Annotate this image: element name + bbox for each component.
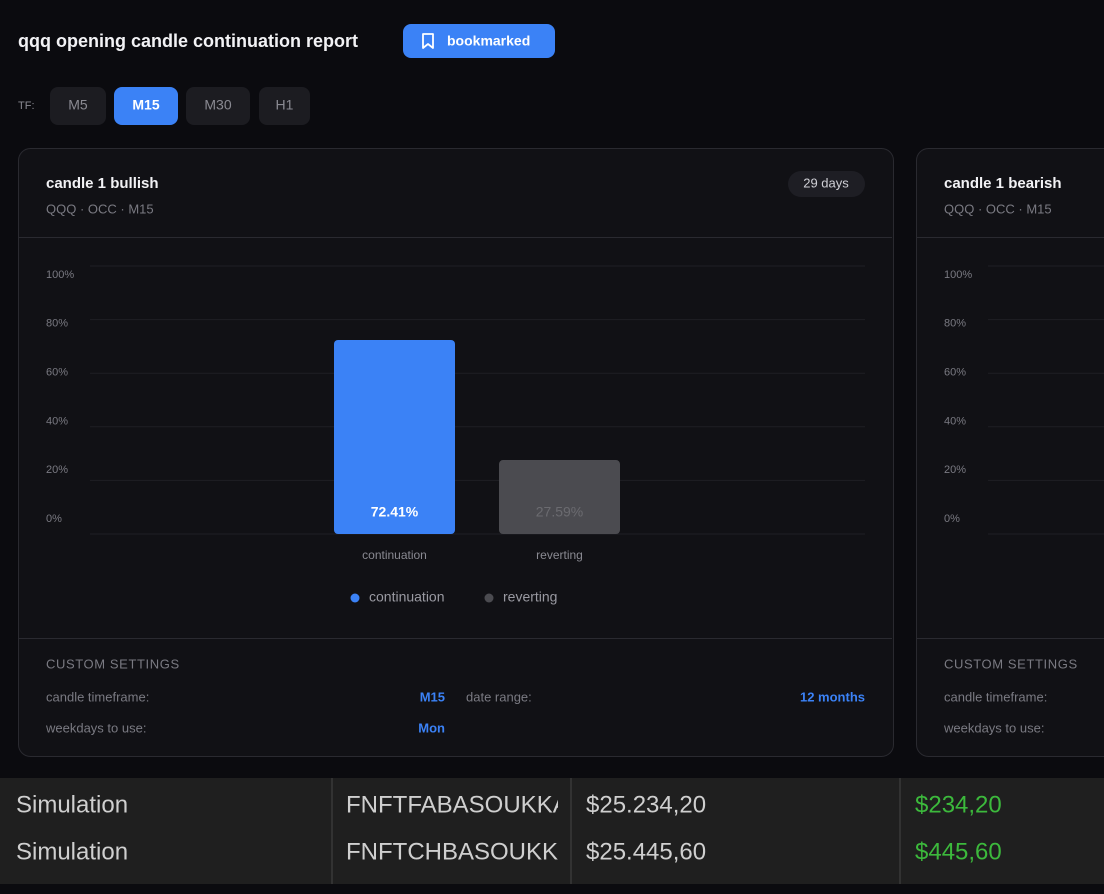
bookmark-button[interactable] xyxy=(403,24,555,58)
table-cell: $234,20 xyxy=(915,791,1002,818)
table-cell: FNFTFABASOUKKA xyxy=(346,791,569,818)
table-cell: $25.234,20 xyxy=(586,791,706,818)
card-title: candle 1 bullish xyxy=(46,175,159,192)
tf-tab[interactable] xyxy=(114,87,178,125)
table-cell: Simulation xyxy=(16,838,128,865)
y-tick-label: 40% xyxy=(46,415,68,427)
badge xyxy=(788,171,865,197)
setting-label: candle timeframe: xyxy=(46,689,149,704)
tf-label: TF: xyxy=(18,100,35,112)
y-tick-label: 0% xyxy=(46,513,62,525)
legend-label: reverting xyxy=(503,589,557,605)
x-tick-label: reverting xyxy=(536,548,583,562)
y-tick-label: 40% xyxy=(944,415,966,427)
table-background xyxy=(0,778,1104,884)
card xyxy=(18,148,894,757)
setting-value: Mon xyxy=(418,720,445,735)
y-tick-label: 60% xyxy=(46,367,68,379)
bar-value-label: 72.41% xyxy=(371,504,419,520)
badge-label: 29 days xyxy=(803,175,849,190)
setting-label: date range: xyxy=(466,689,532,704)
y-tick-label: 100% xyxy=(944,269,972,281)
settings-heading: CUSTOM SETTINGS xyxy=(944,656,1078,671)
page-title: qqq opening candle continuation report xyxy=(18,31,358,51)
tf-tab[interactable] xyxy=(186,87,250,125)
tf-tab-label: M30 xyxy=(204,97,231,113)
y-tick-label: 20% xyxy=(46,464,68,476)
setting-value: M15 xyxy=(420,689,445,704)
y-tick-label: 100% xyxy=(46,269,74,281)
legend-swatch xyxy=(484,593,494,603)
bar-value-label: 27.59% xyxy=(536,504,583,520)
bar xyxy=(334,339,455,534)
bar xyxy=(499,460,620,534)
y-tick-label: 80% xyxy=(944,318,966,330)
tf-tab[interactable] xyxy=(50,87,106,125)
y-tick-label: 20% xyxy=(944,464,966,476)
setting-label: weekdays to use: xyxy=(45,720,146,735)
card-subtitle: QQQ · OCC · M15 xyxy=(944,201,1052,216)
card-title: candle 1 bearish xyxy=(944,175,1062,192)
card xyxy=(916,148,1104,757)
tf-tab-label: H1 xyxy=(276,97,294,113)
bookmark-label: bookmarked xyxy=(447,33,530,49)
tf-tab[interactable] xyxy=(259,87,310,125)
table-cell: $445,60 xyxy=(915,838,1002,865)
table-cell: FNFTCHBASOUKK xyxy=(346,838,558,865)
settings-heading: CUSTOM SETTINGS xyxy=(46,656,180,671)
y-tick-label: 0% xyxy=(944,513,960,525)
bookmark-icon xyxy=(422,33,434,49)
legend-label: continuation xyxy=(369,589,445,605)
tf-tab-label: M15 xyxy=(132,97,159,113)
table-cell: $25.445,60 xyxy=(586,838,706,865)
tf-tab-label: M5 xyxy=(68,97,88,113)
setting-label: weekdays to use: xyxy=(943,720,1044,735)
legend-swatch xyxy=(350,593,360,603)
setting-value: 12 months xyxy=(800,689,865,704)
y-tick-label: 60% xyxy=(944,367,966,379)
setting-label: candle timeframe: xyxy=(944,689,1047,704)
card-subtitle: QQQ · OCC · M15 xyxy=(46,201,154,216)
x-tick-label: continuation xyxy=(362,548,427,562)
table-cell: Simulation xyxy=(16,791,128,818)
y-tick-label: 80% xyxy=(46,318,68,330)
